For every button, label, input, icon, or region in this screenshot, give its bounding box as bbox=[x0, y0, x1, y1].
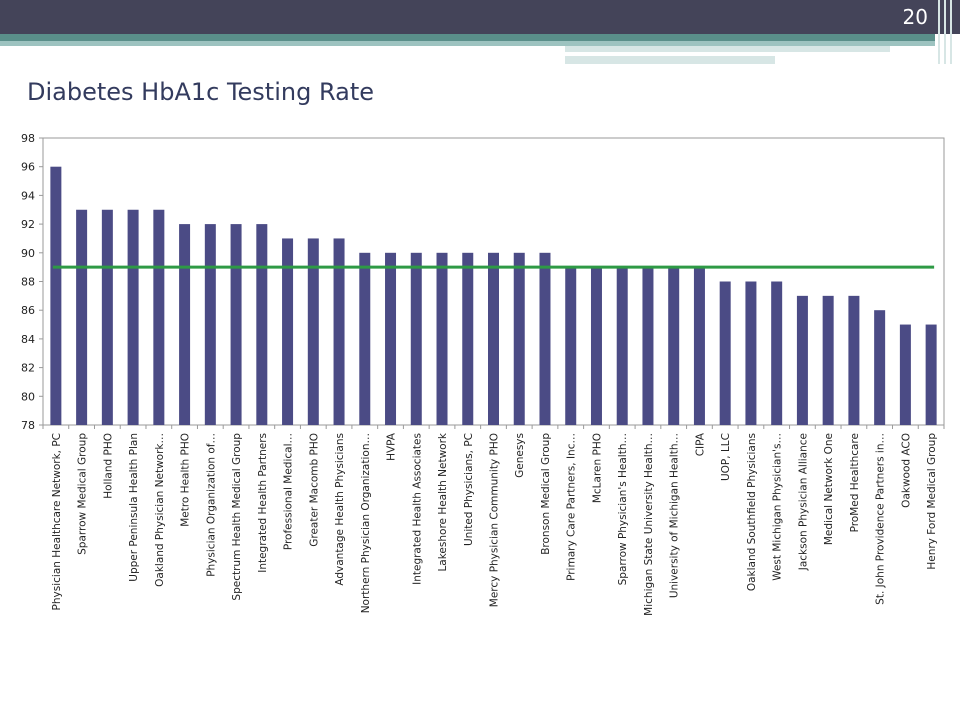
x-tick-label: Upper Peninsula Health Plan bbox=[128, 433, 140, 582]
x-tick-label: Primary Care Partners, Inc… bbox=[566, 433, 578, 581]
x-tick-label: Advantage Health Physicians bbox=[334, 433, 346, 586]
bar bbox=[745, 281, 757, 425]
x-tick-label: University of Michigan Health… bbox=[669, 433, 681, 598]
bar bbox=[410, 252, 422, 425]
bar bbox=[925, 324, 937, 425]
x-tick-label: Holland PHO bbox=[102, 433, 114, 499]
x-tick-label: Integrated Health Associates bbox=[411, 433, 423, 585]
page-number: 20 bbox=[902, 5, 928, 29]
x-tick-label: Integrated Health Partners bbox=[257, 433, 269, 573]
header-stripe bbox=[565, 46, 890, 52]
bar bbox=[76, 209, 88, 425]
bar bbox=[256, 224, 268, 425]
bar bbox=[822, 295, 834, 425]
x-tick-label: Physician Organization of… bbox=[205, 433, 217, 577]
bar bbox=[565, 267, 577, 425]
bar bbox=[385, 252, 397, 425]
x-tick-label: Spectrum Health Medical Group bbox=[231, 433, 243, 601]
y-tick-label: 88 bbox=[21, 276, 35, 289]
x-tick-label: Oakland Southfield Physicians bbox=[746, 433, 758, 591]
bar bbox=[539, 252, 551, 425]
x-tick-label: Sparrow Physician's Health… bbox=[617, 433, 629, 585]
x-tick-label: Mercy Physician Community PHO bbox=[489, 433, 501, 607]
bar bbox=[693, 267, 705, 425]
y-tick-label: 86 bbox=[21, 304, 35, 317]
x-axis: Physician Healthcare Network, PC Sparrow … bbox=[42, 425, 945, 616]
x-tick-label: Oakland Physician Network… bbox=[154, 433, 166, 587]
x-tick-label: West Michigan Physician's… bbox=[772, 433, 784, 581]
x-tick-label: ProMed Healthcare bbox=[849, 433, 861, 532]
header-stripe bbox=[0, 34, 935, 41]
bar bbox=[50, 166, 62, 425]
y-tick-label: 94 bbox=[21, 189, 35, 202]
bars bbox=[50, 166, 937, 425]
y-axis: 78 80 82 84 86 88 90 92 94 96 98 bbox=[21, 132, 43, 432]
y-tick-label: 98 bbox=[21, 132, 35, 145]
header-stripe bbox=[565, 56, 775, 64]
x-tick-label: HVPA bbox=[386, 432, 398, 461]
bar bbox=[771, 281, 783, 425]
bar bbox=[230, 224, 242, 425]
bar bbox=[127, 209, 139, 425]
y-tick-label: 96 bbox=[21, 161, 35, 174]
slide-title: Diabetes HbA1c Testing Rate bbox=[27, 78, 374, 106]
header-bar bbox=[0, 0, 960, 34]
bar bbox=[616, 267, 628, 425]
bar bbox=[488, 252, 499, 425]
x-tick-label: St. John Providence Partners in… bbox=[875, 433, 887, 605]
x-tick-label: Oakwood ACO bbox=[900, 433, 912, 508]
x-tick-label: Metro Health PHO bbox=[180, 433, 192, 527]
bar bbox=[101, 209, 113, 425]
decor-line bbox=[950, 0, 952, 64]
bar bbox=[307, 238, 319, 425]
bar bbox=[282, 238, 294, 425]
decor-line bbox=[944, 0, 946, 64]
x-tick-label: Bronson Medical Group bbox=[540, 433, 552, 555]
bar bbox=[719, 281, 731, 425]
y-tick-label: 92 bbox=[21, 218, 35, 231]
bar bbox=[590, 267, 602, 425]
bar bbox=[899, 324, 911, 425]
x-tick-label: UOP, LLC bbox=[720, 433, 732, 481]
x-tick-label: McLaren PHO bbox=[591, 433, 603, 503]
x-tick-label: Jackson Physician Alliance bbox=[797, 433, 809, 571]
x-tick-label: United Physicians, PC bbox=[463, 433, 475, 546]
bar bbox=[874, 310, 886, 425]
bar bbox=[642, 267, 654, 425]
x-tick-label: Medical Network One bbox=[823, 433, 835, 545]
x-tick-label: Northern Physician Organization… bbox=[360, 433, 372, 613]
bar bbox=[513, 252, 525, 425]
bar bbox=[204, 224, 216, 425]
bar bbox=[333, 238, 345, 425]
bar bbox=[359, 252, 371, 425]
bar bbox=[179, 224, 191, 425]
x-tick-label: Lakeshore Health Network bbox=[437, 432, 449, 571]
decor-line bbox=[938, 0, 940, 64]
x-tick-label: Physician Healthcare Network, PC bbox=[51, 433, 63, 610]
y-tick-label: 90 bbox=[21, 247, 35, 260]
y-tick-label: 80 bbox=[21, 390, 35, 403]
y-tick-label: 84 bbox=[21, 333, 35, 346]
bar bbox=[848, 295, 860, 425]
x-tick-label: Michigan State University Health… bbox=[643, 433, 655, 616]
x-tick-label: Sparrow Medical Group bbox=[77, 433, 89, 555]
bar bbox=[462, 252, 474, 425]
x-tick-label: Henry Ford Medical Group bbox=[926, 433, 938, 570]
x-tick-label: Genesys bbox=[514, 433, 526, 478]
bar bbox=[436, 252, 448, 425]
y-tick-label: 78 bbox=[21, 419, 35, 432]
y-tick-label: 82 bbox=[21, 362, 35, 375]
x-tick-label: Greater Macomb PHO bbox=[308, 433, 320, 547]
x-tick-label: Professional Medical… bbox=[283, 433, 295, 550]
bar bbox=[668, 267, 680, 425]
x-tick-label: CIPA bbox=[694, 432, 706, 456]
header-stripe bbox=[0, 41, 935, 46]
bar bbox=[796, 295, 808, 425]
bar bbox=[153, 209, 165, 425]
